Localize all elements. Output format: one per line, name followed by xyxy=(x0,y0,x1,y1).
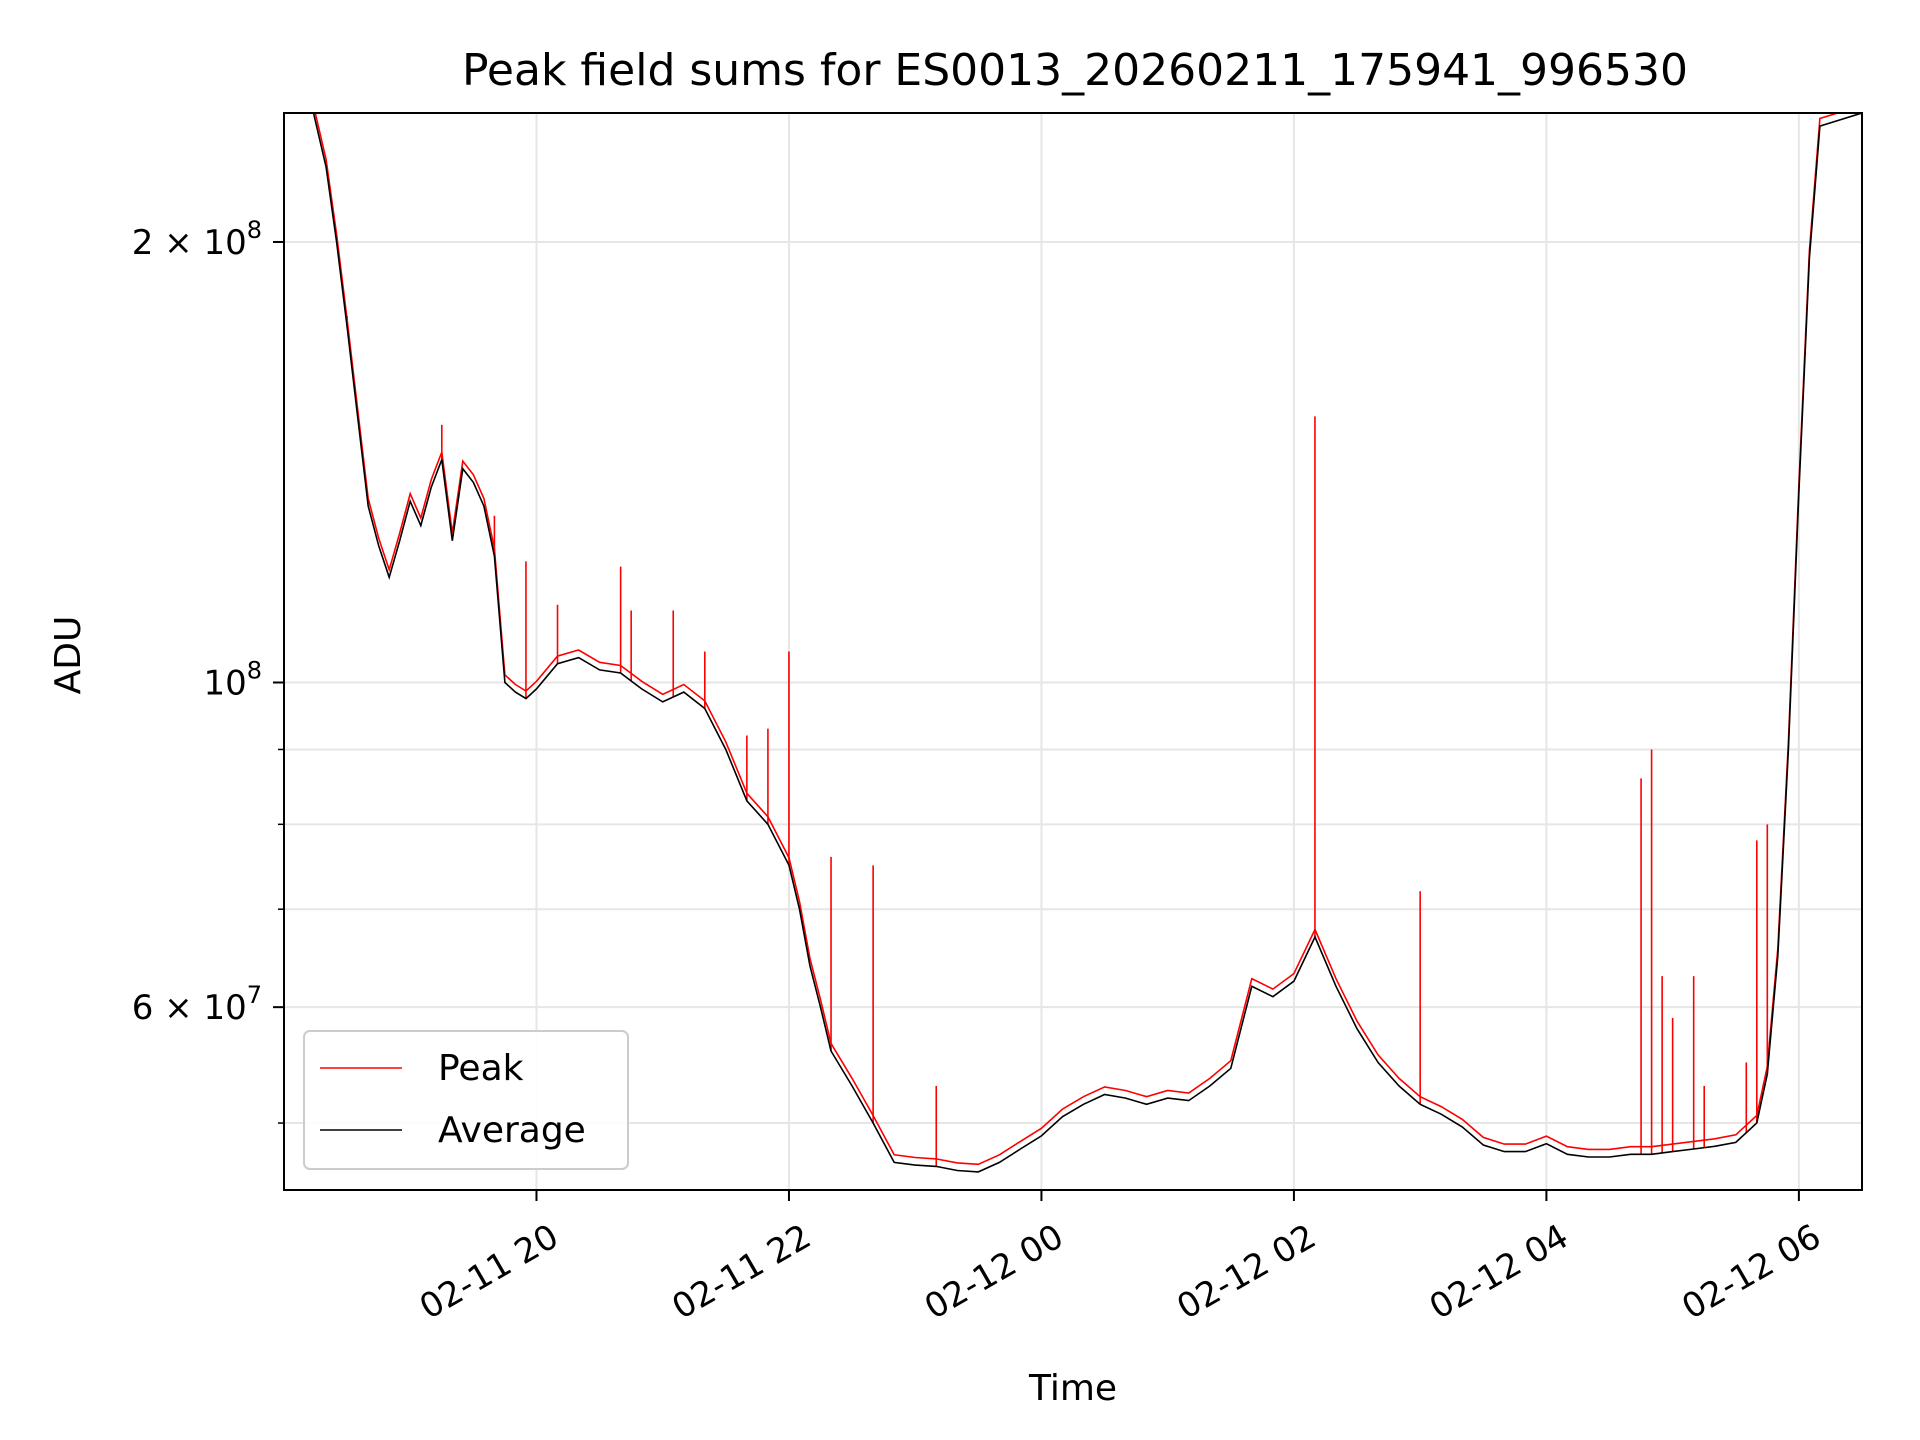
legend-box xyxy=(303,1030,629,1170)
y-tick-label: 2 × 108 xyxy=(132,216,262,263)
plot-lines xyxy=(312,113,1862,1173)
y-tick-exponent: 8 xyxy=(247,657,262,685)
y-tick-exponent: 7 xyxy=(247,981,262,1009)
y-tick-mantissa: 6 × 10 xyxy=(132,988,247,1028)
y-tick-exponent: 8 xyxy=(247,216,262,244)
series-average-line xyxy=(312,113,1862,1173)
series-peak-line xyxy=(314,113,1841,1166)
legend-label-average: Average xyxy=(438,1110,586,1151)
y-tick-mantissa: 2 × 10 xyxy=(132,223,247,263)
plot-area-frame xyxy=(283,112,1863,1191)
y-axis-label: ADU xyxy=(48,616,89,695)
y-tick-mantissa: 10 xyxy=(203,664,246,704)
gridlines xyxy=(284,113,1862,1190)
chart-title: Peak field sums for ES0013_20260211_1759… xyxy=(462,45,1688,96)
legend: Peak Average xyxy=(303,1030,629,1170)
x-axis-label: Time xyxy=(1028,1368,1117,1409)
y-tick-label: 6 × 107 xyxy=(132,981,262,1028)
y-tick-label: 108 xyxy=(203,657,262,704)
legend-label-peak: Peak xyxy=(438,1048,524,1089)
